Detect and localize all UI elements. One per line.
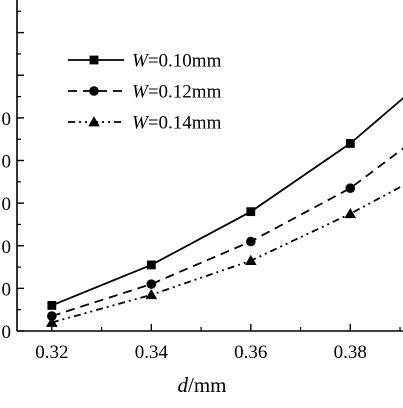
- legend-label-2: W=0.12mm: [132, 82, 222, 103]
- x-axis-title: d/mm: [177, 373, 226, 397]
- y-tick-label: 0: [2, 109, 12, 130]
- x-tick-label: 0.34: [135, 342, 169, 363]
- series-2-marker: [147, 279, 157, 289]
- series-3-marker: [345, 208, 357, 218]
- series-1-marker: [246, 207, 255, 216]
- series-2-marker: [346, 183, 356, 193]
- legend-marker-1: [90, 56, 99, 65]
- series-line-1: [52, 92, 403, 305]
- x-axis-title-unit: /mm: [188, 373, 227, 397]
- series-1-marker: [346, 139, 355, 148]
- legend: W=0.10mm W=0.12mm W=0.14mm: [68, 51, 222, 134]
- series-line-2: [52, 143, 403, 316]
- x-tick-label: 0.36: [234, 342, 267, 363]
- series-3-marker: [245, 255, 257, 265]
- legend-label-1: W=0.10mm: [132, 51, 222, 72]
- y-tick-label: 0: [2, 152, 12, 173]
- y-tick-label: 0: [2, 194, 12, 215]
- x-tick-label: 0.38: [334, 342, 367, 363]
- legend-marker-3: [88, 116, 100, 126]
- y-tick-label: 0: [2, 237, 12, 258]
- x-tick-label: 0.32: [35, 342, 68, 363]
- y-tick-label: 0: [2, 322, 12, 343]
- x-axis-title-italic: d: [177, 373, 188, 397]
- y-tick-label: 0: [2, 279, 12, 300]
- series-1-marker: [47, 301, 56, 310]
- legend-label-3: W=0.14mm: [132, 113, 222, 134]
- series-1-marker: [147, 261, 156, 270]
- legend-marker-2: [89, 86, 99, 96]
- series-2-marker: [246, 237, 256, 247]
- plot-area: [46, 92, 403, 327]
- series-3-marker: [146, 289, 158, 299]
